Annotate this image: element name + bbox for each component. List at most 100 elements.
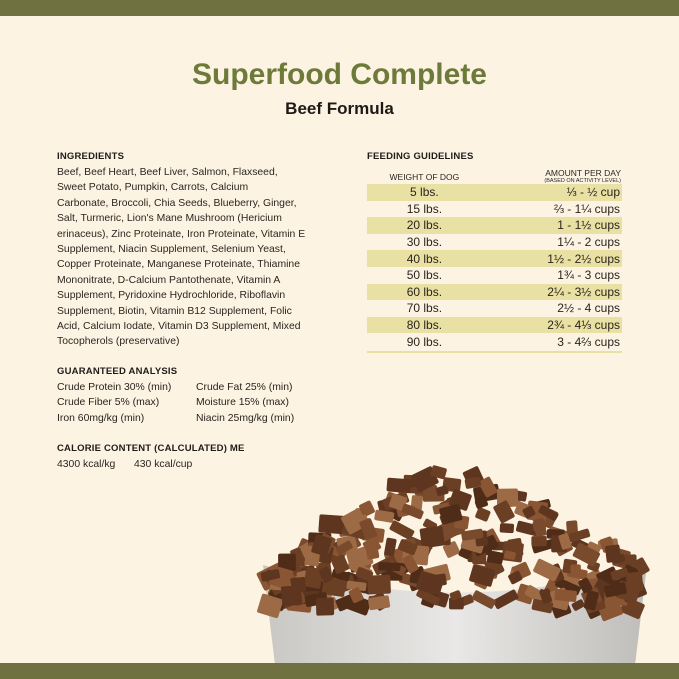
dog-weight: 5 lbs. (367, 184, 482, 201)
food-chunk (416, 588, 440, 606)
food-chunk (605, 544, 622, 563)
amount-column-header: AMOUNT PER DAY (BASED ON ACTIVITY LEVEL) (482, 168, 622, 184)
ingredients-line: Mononitrate, D-Calcium Pantothenate, Vit… (57, 274, 281, 286)
food-chunk (359, 500, 375, 517)
food-chunk (400, 478, 422, 489)
food-chunk (397, 539, 418, 556)
food-chunk (311, 534, 332, 557)
feeding-row: 5 lbs. ⅓ - ½ cup (367, 184, 622, 201)
food-chunk (430, 465, 447, 480)
food-chunk (554, 589, 577, 603)
food-chunk (290, 547, 307, 568)
food-chunks (256, 465, 650, 622)
food-chunk (603, 582, 627, 598)
dog-weight: 40 lbs. (367, 250, 482, 267)
feeding-row: 20 lbs. 1 - 1½ cups (367, 217, 622, 234)
feeding-row: 80 lbs. 2¾ - 4⅓ cups (367, 316, 622, 334)
food-chunk (401, 503, 424, 520)
calorie-per-kg: 4300 kcal/kg (57, 459, 116, 470)
food-chunk (330, 554, 350, 574)
bottom-band (0, 663, 679, 679)
calorie-per-cup: 430 kcal/cup (134, 459, 193, 470)
food-chunk (449, 597, 464, 610)
food-chunk (378, 562, 401, 572)
food-chunk (475, 507, 491, 522)
food-chunk (439, 504, 463, 525)
food-chunk (464, 476, 482, 489)
food-chunk (583, 590, 599, 611)
food-chunk (435, 485, 449, 497)
food-chunk (315, 597, 335, 616)
food-chunk (318, 514, 346, 535)
food-chunk (335, 594, 356, 612)
food-chunk (362, 536, 382, 555)
table-bottom-rule (367, 351, 622, 353)
dog-weight: 70 lbs. (406, 301, 443, 316)
amount-note: (BASED ON ACTIVITY LEVEL) (544, 178, 621, 184)
feeding-row: 70 lbs. 2½ - 4 cups (367, 300, 622, 317)
food-chunk (503, 550, 516, 560)
food-chunk (374, 509, 395, 523)
food-chunk (493, 589, 519, 610)
product-subtitle: Beef Formula (285, 99, 394, 118)
food-chunk (461, 528, 484, 541)
feeding-row: 40 lbs. 1½ - 2½ cups (367, 250, 622, 267)
food-chunk (348, 587, 364, 604)
ingredients-line: Acid, Calcium Iodate, Vitamin D3 Supplem… (57, 321, 301, 333)
dog-weight: 80 lbs. (367, 316, 482, 334)
guaranteed-analysis-heading: GUARANTEED ANALYSIS (57, 366, 178, 377)
analysis-right-column: Crude Fat 25% (min) Moisture 15% (max) N… (196, 380, 294, 426)
analysis-item: Crude Protein 30% (min) (57, 382, 172, 393)
ingredients-line: Carbonate, Broccoli, Chia Seeds, Blueber… (57, 197, 297, 209)
food-chunk (474, 497, 489, 509)
food-chunk (359, 518, 378, 540)
food-chunk (533, 558, 561, 582)
food-chunk (402, 554, 419, 574)
food-chunk (625, 571, 644, 592)
ingredients-line: Copper Proteinate, Manganese Proteinate,… (57, 259, 300, 271)
ingredients-line: Supplement, Pyridoxine Hydrochloride, Ri… (57, 290, 286, 302)
weight-column-header: WEIGHT OF DOG (389, 172, 460, 182)
dog-weight: 30 lbs. (406, 235, 443, 250)
daily-amount: 1¾ - 3 cups (557, 268, 620, 283)
food-chunk (478, 476, 498, 498)
ingredients-line: Tocopherols (preservative) (57, 336, 180, 348)
ingredients-list: Beef, Beef Heart, Beef Liver, Salmon, Fl… (57, 165, 327, 350)
food-chunk (531, 535, 547, 547)
feeding-row: 15 lbs. ⅔ - 1¼ cups (367, 201, 622, 218)
ingredients-line: erinaceus), Zinc Proteinate, Iron Protei… (57, 228, 306, 240)
food-chunk (571, 599, 585, 611)
food-chunk (346, 580, 367, 591)
daily-amount: 1½ - 2½ cups (481, 250, 622, 267)
food-chunk (335, 540, 353, 555)
food-chunk (303, 566, 324, 589)
daily-amount: 3 - 4⅔ cups (557, 334, 620, 349)
food-chunk (570, 564, 582, 577)
analysis-left-column: Crude Protein 30% (min) Crude Fiber 5% (… (57, 380, 171, 426)
food-chunk (290, 576, 307, 593)
food-chunk (610, 567, 629, 581)
bowl-of-beef-food-image (256, 465, 650, 665)
daily-amount: 2½ - 4 cups (557, 301, 620, 316)
daily-amount: ⅔ - 1¼ cups (553, 201, 620, 216)
analysis-item: Crude Fiber 5% (max) (57, 397, 160, 409)
food-chunk (388, 493, 408, 511)
food-chunk (469, 564, 496, 587)
analysis-item: Moisture 15% (max) (196, 397, 289, 409)
product-title: Superfood Complete (191, 58, 487, 91)
daily-amount: 2¼ - 3½ cups (481, 283, 622, 301)
food-chunk (538, 505, 559, 521)
dog-weight: 20 lbs. (367, 217, 482, 234)
food-chunk (384, 537, 397, 557)
analysis-item: Niacin 25mg/kg (min) (196, 412, 295, 424)
food-chunk (442, 541, 460, 558)
calorie-heading: CALORIE CONTENT (CALCULATED) ME (57, 443, 245, 454)
analysis-item: Iron 60mg/kg (min) (57, 412, 145, 424)
food-chunk (419, 525, 445, 549)
food-chunk (486, 550, 504, 565)
food-chunk (389, 520, 415, 540)
food-chunk (321, 577, 347, 597)
food-chunk (572, 542, 600, 567)
dog-weight: 15 lbs. (406, 201, 443, 216)
feeding-heading: FEEDING GUIDELINES (367, 151, 474, 162)
